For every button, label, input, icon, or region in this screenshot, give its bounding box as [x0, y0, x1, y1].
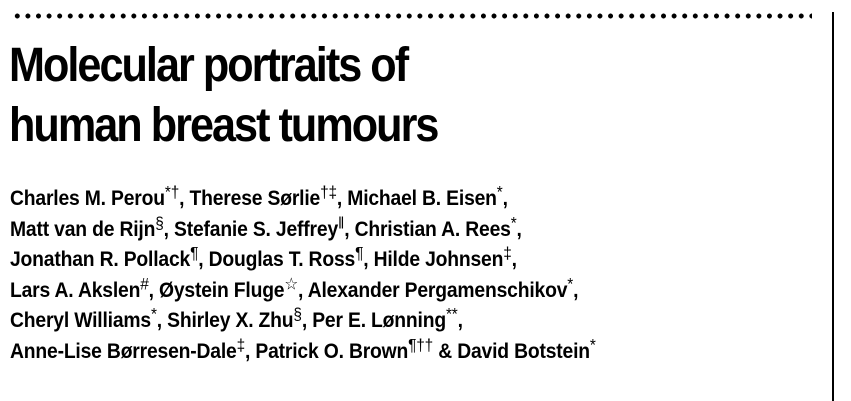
affiliation-marker: * — [510, 212, 517, 232]
author-separator: , — [163, 217, 174, 241]
affiliation-marker: ¶ — [190, 243, 199, 263]
author-name: Therese Sørlie — [189, 187, 321, 210]
author-separator: , — [573, 278, 579, 302]
author-line: Matt van de Rijn§, Stefanie S. Jeffrey‖,… — [10, 212, 596, 246]
author-line: Cheryl Williams*, Shirley X. Zhu§, Per E… — [10, 306, 596, 337]
author-name: Cheryl Williams — [10, 309, 151, 332]
author-name: Patrick O. Brown — [255, 339, 409, 363]
title-line-1: Molecular portraits of — [9, 39, 409, 92]
author-separator: , — [198, 248, 209, 271]
affiliation-marker: ** — [445, 304, 458, 324]
affiliation-marker: § — [293, 304, 302, 324]
author-name: David Botstein — [457, 339, 590, 363]
author-name: Shirley X. Zhu — [167, 309, 294, 332]
author-line: Charles M. Perou*†, Therese Sørlie†‡, Mi… — [10, 184, 596, 215]
author-name: Alexander Pergamenschikov — [307, 278, 568, 302]
author-name: Matt van de Rijn — [10, 217, 156, 241]
author-separator: , — [516, 217, 522, 241]
author-name: Hilde Johnsen — [373, 248, 504, 271]
author-list: Charles M. Perou*†, Therese Sørlie†‡, Mi… — [10, 184, 596, 367]
affiliation-marker: ¶†† — [408, 334, 434, 354]
author-separator: , — [511, 248, 517, 271]
author-name: Lars A. Akslen — [10, 278, 141, 302]
author-name: Douglas T. Ross — [208, 248, 356, 271]
author-separator: , — [502, 187, 508, 210]
affiliation-marker: * — [496, 182, 503, 202]
dotted-rule — [12, 11, 812, 21]
author-line: Anne-Lise Børresen-Dale‡, Patrick O. Bro… — [10, 334, 596, 368]
affiliation-marker: * — [589, 334, 596, 354]
affiliation-marker: †‡ — [320, 182, 337, 202]
author-separator: , — [344, 217, 355, 241]
author-name: Michael B. Eisen — [347, 187, 497, 210]
author-separator: , — [148, 278, 160, 302]
affiliation-marker: § — [155, 212, 164, 232]
author-line: Jonathan R. Pollack¶, Douglas T. Ross¶, … — [10, 245, 596, 276]
author-separator: & — [433, 339, 458, 363]
column-rule — [832, 12, 834, 401]
affiliation-marker: *† — [164, 182, 180, 202]
author-separator: , — [179, 187, 190, 210]
author-separator: , — [363, 248, 374, 271]
affiliation-marker: ☆ — [284, 273, 299, 293]
affiliation-marker: ¶ — [355, 243, 364, 263]
author-name: Christian A. Rees — [354, 217, 511, 241]
author-name: Anne-Lise Børresen-Dale — [10, 339, 237, 363]
affiliation-marker: ‖ — [338, 212, 345, 232]
affiliation-marker: ‡ — [503, 243, 512, 263]
author-separator: , — [301, 309, 313, 332]
author-separator: , — [336, 187, 348, 210]
affiliation-marker: * — [150, 304, 157, 324]
article-title: Molecular portraits of human breast tumo… — [9, 36, 439, 156]
author-line: Lars A. Akslen#, Øystein Fluge☆, Alexand… — [10, 273, 596, 307]
affiliation-marker: # — [140, 273, 149, 293]
author-separator: , — [457, 309, 463, 332]
affiliation-marker: ‡ — [236, 334, 246, 354]
author-name: Øystein Fluge — [159, 278, 285, 302]
author-separator: , — [298, 278, 308, 302]
author-name: Per E. Lønning — [312, 309, 446, 332]
author-name: Stefanie S. Jeffrey — [173, 217, 339, 241]
author-name: Charles M. Perou — [10, 187, 165, 210]
affiliation-marker: * — [567, 273, 574, 293]
author-name: Jonathan R. Pollack — [10, 248, 191, 271]
author-separator: , — [156, 309, 168, 332]
title-line-2: human breast tumours — [9, 99, 439, 152]
author-separator: , — [245, 339, 256, 363]
